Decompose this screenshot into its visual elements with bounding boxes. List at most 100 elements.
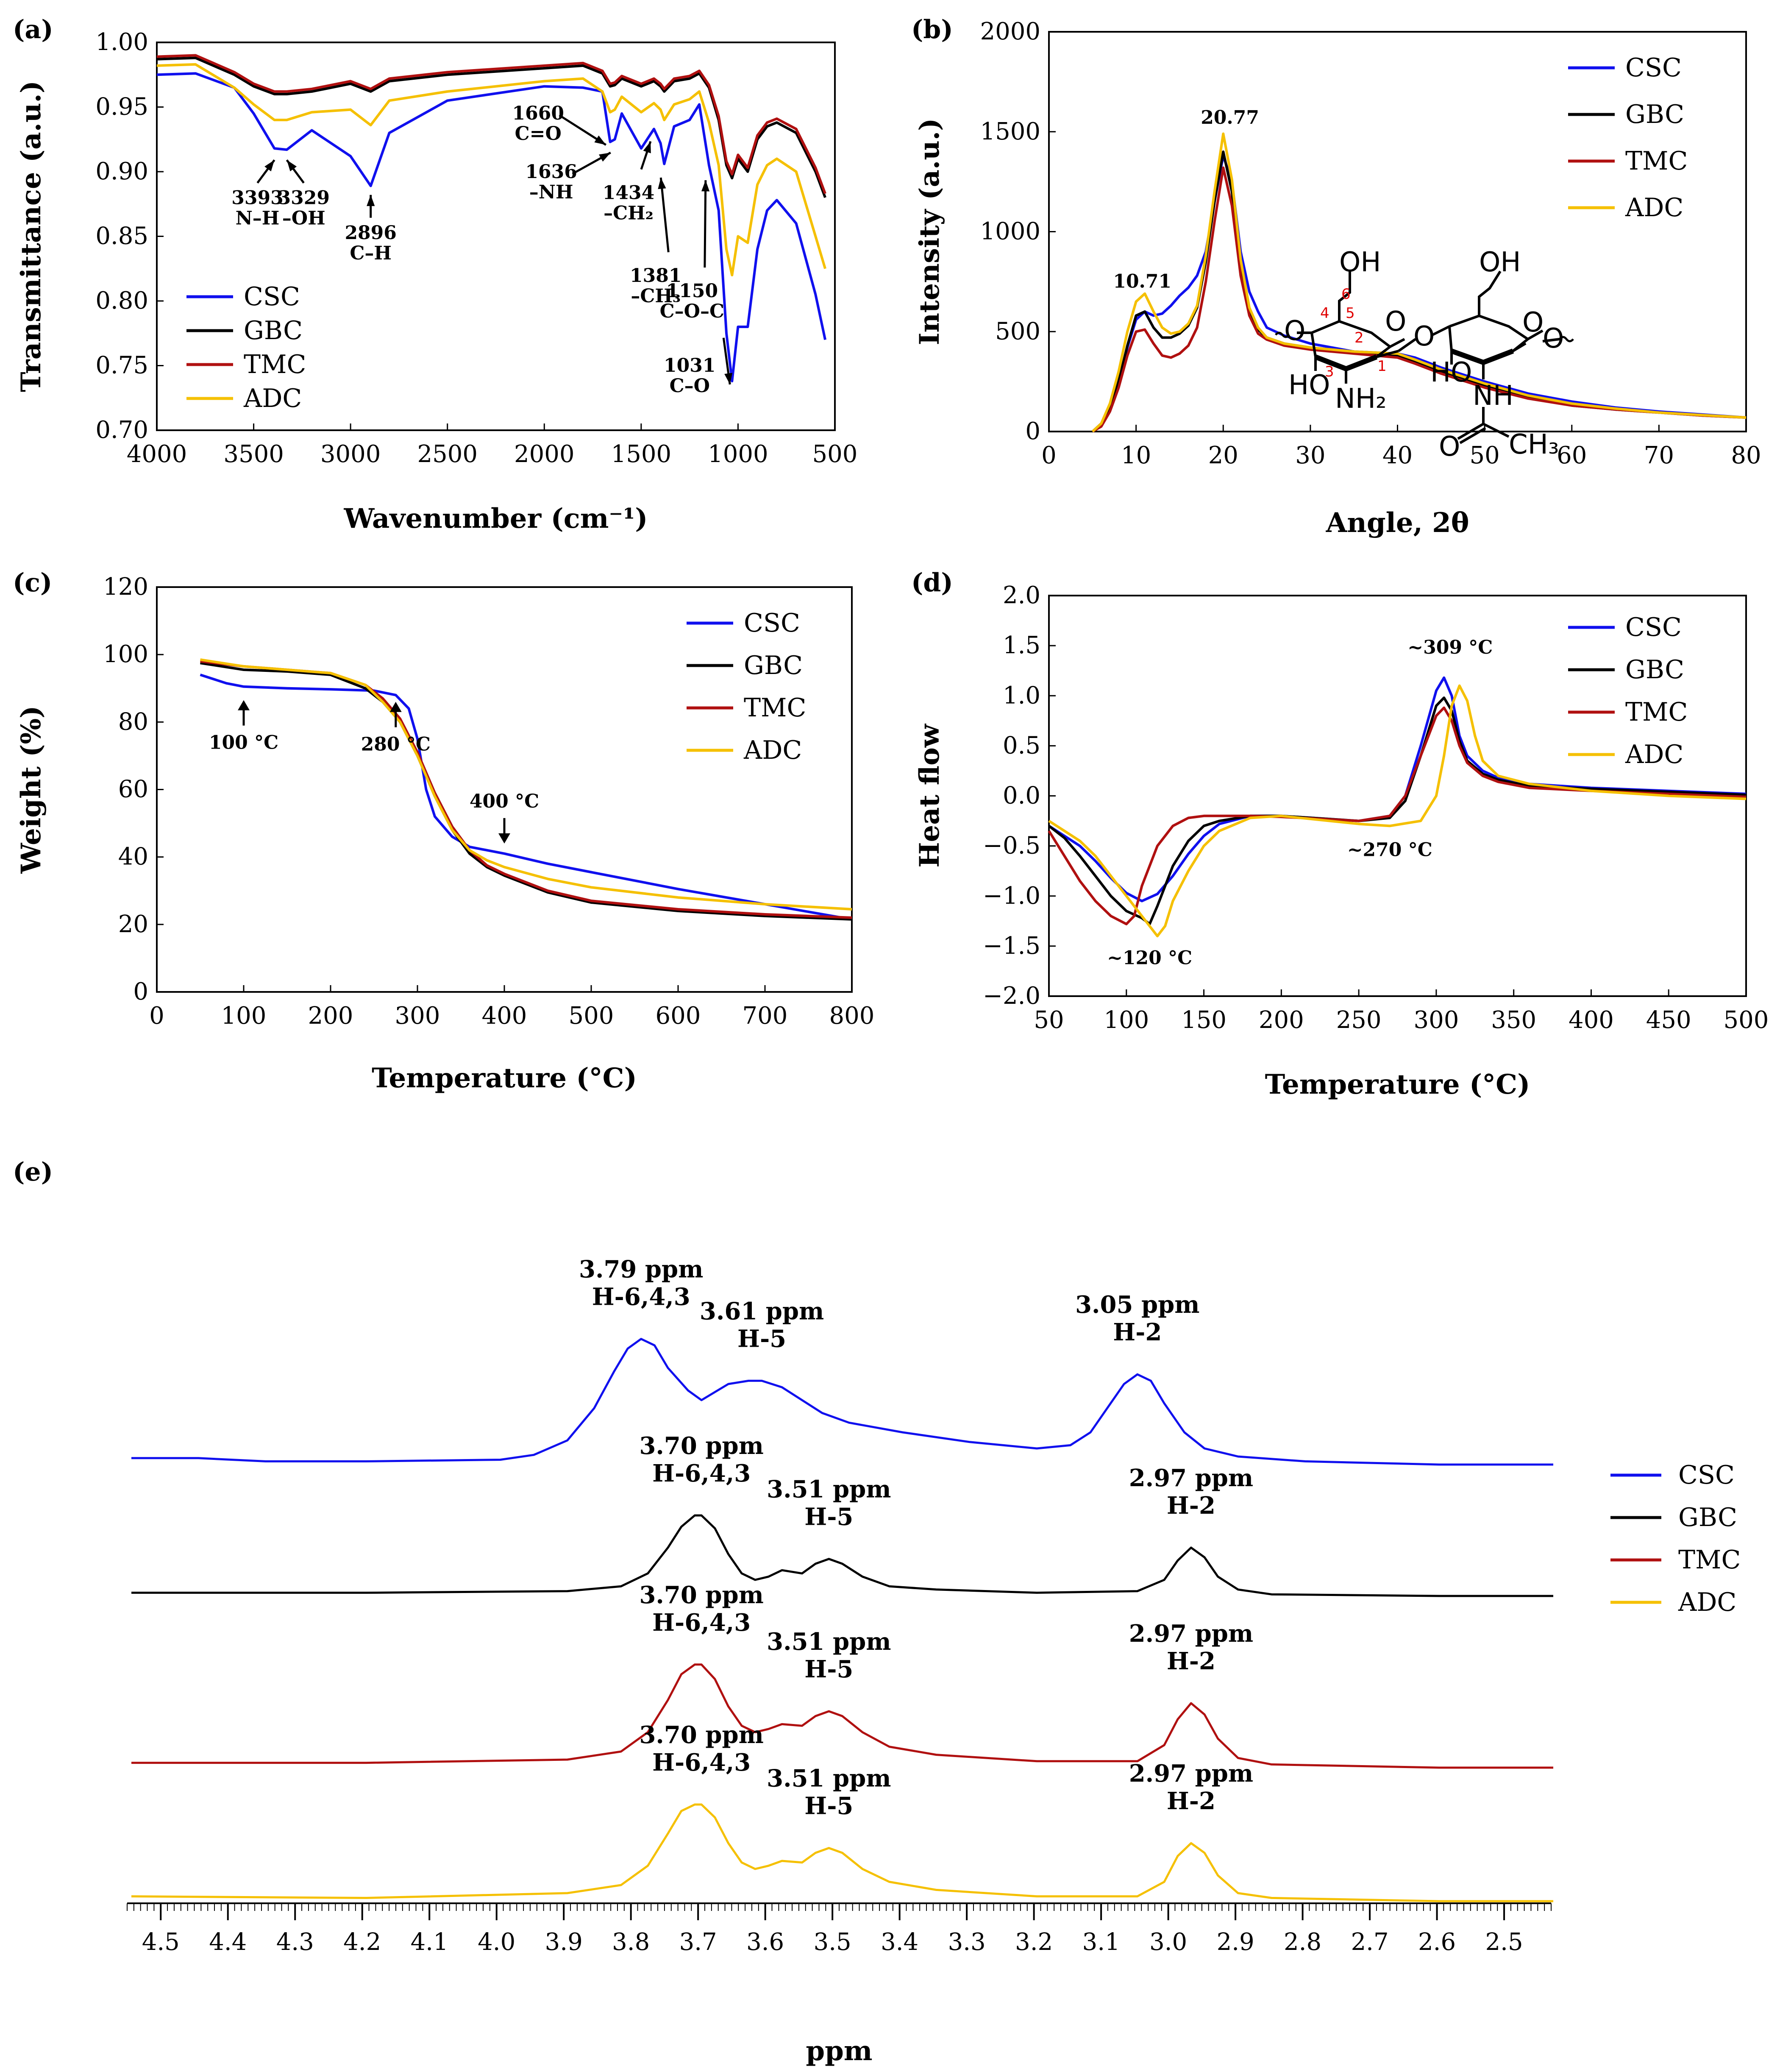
peak-annotation-value: 3393 [231,187,283,209]
peak-annotation-shift: 3.51 ppm [767,1476,891,1504]
structure-bonds [1482,423,1510,438]
peak-annotation: 20.77 [1201,107,1259,128]
x-tick-label: 250 [1336,1006,1382,1034]
x-tick-label: 0 [149,1002,164,1030]
panel-d: 50 100 150 200 250 300 350 400 450 500 −2.0 −1.5 −1.… [911,568,1769,1100]
x-tick-label: 1000 [708,440,768,468]
x-tick-label: 2000 [514,440,575,468]
chemical-structure: OH O O HO NH₂ O OH O HO O NH O CH₃ 1 2 3… [1275,247,1574,462]
y-tick-label: 120 [103,573,148,601]
peak-annotation-shift: 3.70 ppm [639,1432,763,1460]
legend-label-adc: ADC [1625,740,1683,769]
legend-label-gbc: GBC [1625,100,1684,129]
series-line-csc [131,1338,1553,1466]
x-tick-label: 300 [395,1002,440,1030]
y-tick-label: 60 [118,776,148,803]
x-tick-label: 4.1 [411,1928,448,1956]
x-tick-label: 150 [1181,1006,1227,1034]
panel-label: (e) [13,1157,53,1187]
x-tick-label: 10 [1121,442,1151,469]
x-tick-label: 3.9 [545,1928,583,1956]
structure-number: 1 [1377,358,1387,375]
temperature-annotation: 400 °C [470,791,539,812]
x-tick-label: 3.0 [1149,1928,1187,1956]
x-axis-label: Wavenumber (cm⁻¹) [344,503,648,535]
peak-annotation-shift: 2.97 ppm [1129,1760,1253,1788]
structure-bonds [1457,423,1484,440]
y-tick-label: −1.5 [983,932,1040,960]
y-tick-label: 0.70 [95,416,148,444]
peak-annotation-shift: 3.70 ppm [639,1581,763,1609]
x-axis-label: Angle, 2θ [1326,507,1469,539]
x-tick-label: 3.8 [612,1928,650,1956]
legend-label-csc: CSC [744,608,800,638]
structure-number: 2 [1354,329,1364,346]
panel-label: (d) [911,568,953,598]
y-tick-label: 40 [118,843,148,871]
peak-annotation-shift: 3.61 ppm [700,1297,824,1325]
legend-label-tmc: TMC [1625,146,1688,176]
y-tick-label: 500 [995,317,1040,345]
legend-label-gbc: GBC [744,651,803,680]
annotation-arrow-head [238,700,250,710]
x-tick-label: 40 [1382,442,1413,469]
x-tick-label: 400 [1569,1006,1614,1034]
x-tick-label: 50 [1034,1006,1064,1034]
peak-annotation-group: –CH₂ [604,203,654,224]
x-tick-label: 2.8 [1284,1928,1321,1956]
x-axis-label: Temperature (°C) [1265,1069,1530,1100]
legend-label-tmc: TMC [744,693,806,723]
legend-label-gbc: GBC [244,316,303,345]
y-tick-label: −1.0 [983,882,1040,910]
peak-annotation-group: –OH [282,207,325,229]
peak-annotation-shift: 2.97 ppm [1129,1464,1253,1492]
y-tick-label: 100 [103,641,148,668]
legend-label-adc: ADC [1678,1587,1736,1617]
peak-annotation-group: –NH [529,181,573,203]
legend-label-csc: CSC [1625,53,1682,83]
x-tick-label: 2.9 [1217,1928,1254,1956]
legend-label-tmc: TMC [1625,697,1688,727]
peak-annotation-group: N–H [236,207,280,229]
y-tick-label: 2000 [980,18,1040,45]
structure-bonds [1275,331,1290,338]
peak-annotation-value: 1660 [512,103,564,124]
x-tick-label: 450 [1646,1006,1691,1034]
y-tick-label: 0.80 [95,287,148,315]
x-tick-label: 800 [829,1002,875,1030]
structure-number: 4 [1320,305,1329,322]
peak-annotation-proton: H-6,4,3 [652,1459,751,1487]
peak-annotation-group: –CH₃ [631,285,681,307]
x-tick-label: 4.3 [276,1928,314,1956]
structure-label: HO [1430,357,1472,388]
structure-bonds [1478,270,1502,316]
structure-label: NH₂ [1335,383,1387,415]
panel-e: 4.5 4.4 4.3 4.2 4.1 4.0 3.9 3.8 3.7 3.6 3.5 3.4 3.3 3… [13,1157,1741,2067]
annotation-arrow-head [724,373,733,384]
x-tick-label: 2.6 [1418,1928,1456,1956]
peak-annotation-proton: H-6,4,3 [652,1609,751,1637]
temperature-annotation: ~120 °C [1107,947,1192,969]
structure-label: NH [1473,380,1513,412]
peak-annotation-shift: 3.51 ppm [767,1765,891,1793]
y-tick-label: 0 [1025,418,1040,445]
peak-annotation-group: C–O [670,375,710,397]
peak-annotation-value: 1636 [525,161,577,183]
x-tick-label: 300 [1413,1006,1459,1034]
x-tick-label: 3.7 [679,1928,717,1956]
series-line-adc [200,658,852,911]
peak-annotation: 10.71 [1113,271,1171,292]
annotation-arrow-head [658,178,666,189]
peak-annotation-proton: H-2 [1167,1787,1215,1815]
y-tick-label: 0.0 [1003,782,1040,810]
structure-label: O [1522,307,1544,338]
y-tick-label: 1.5 [1003,632,1040,659]
structure-label: OH [1339,247,1381,278]
structure-label: O [1413,321,1435,352]
y-tick-label: 0.75 [95,352,148,379]
x-tick-label: 4.4 [209,1928,247,1956]
x-tick-label: 0 [1041,442,1057,469]
x-tick-label: 4.5 [142,1928,180,1956]
x-tick-label: 80 [1731,442,1761,469]
x-tick-label: 4000 [127,440,187,468]
